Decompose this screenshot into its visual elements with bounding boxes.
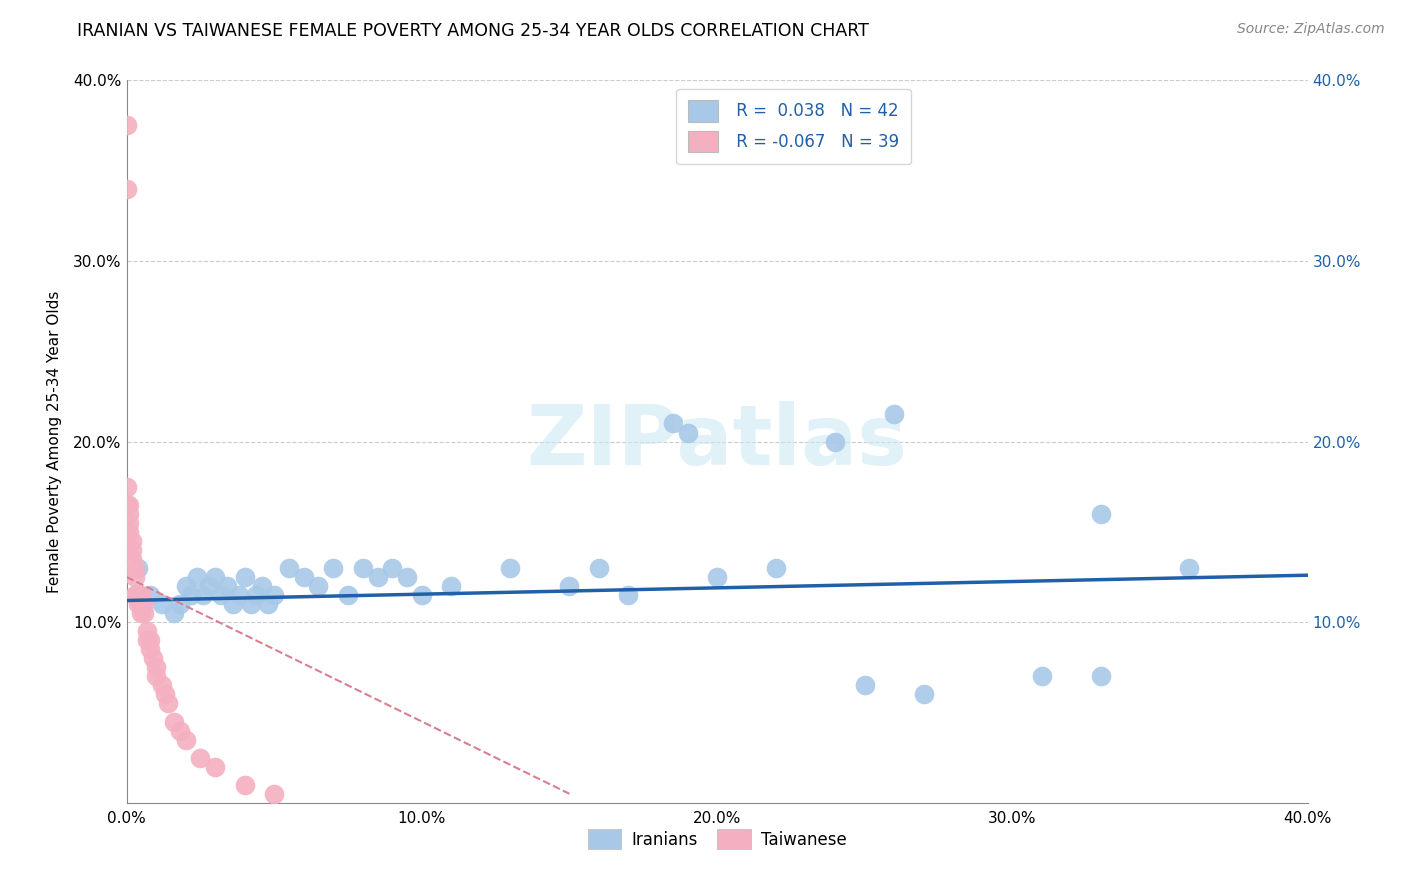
Y-axis label: Female Poverty Among 25-34 Year Olds: Female Poverty Among 25-34 Year Olds (46, 291, 62, 592)
Point (263, 787, 285, 801)
Point (883, 408, 905, 422)
Point (1090, 507, 1112, 521)
Point (228, 588, 250, 602)
Text: IRANIAN VS TAIWANESE FEMALE POVERTY AMONG 25-34 YEAR OLDS CORRELATION CHART: IRANIAN VS TAIWANESE FEMALE POVERTY AMON… (77, 22, 869, 40)
Point (169, 597, 191, 611)
Point (134, 606, 156, 620)
Point (121, 533, 143, 548)
Point (588, 561, 610, 575)
Point (118, 516, 141, 530)
Point (215, 579, 238, 593)
Point (617, 588, 640, 602)
Point (127, 588, 149, 602)
Point (239, 597, 262, 611)
Point (245, 588, 267, 602)
Point (121, 552, 143, 566)
Point (129, 606, 153, 620)
Point (150, 597, 173, 611)
Point (115, 182, 138, 196)
Point (824, 434, 846, 449)
Text: ZIPatlas: ZIPatlas (527, 401, 907, 482)
Point (337, 588, 360, 602)
Point (139, 588, 162, 602)
Point (180, 588, 202, 602)
Legend: Iranians, Taiwanese: Iranians, Taiwanese (581, 822, 853, 856)
Point (139, 642, 162, 657)
Point (121, 542, 143, 557)
Point (124, 561, 146, 575)
Point (150, 678, 173, 692)
Point (411, 588, 433, 602)
Point (233, 778, 256, 792)
Point (198, 579, 221, 593)
Point (558, 579, 581, 593)
Point (127, 561, 149, 575)
Point (145, 669, 167, 683)
Point (115, 498, 138, 512)
Point (124, 570, 146, 584)
Point (912, 687, 935, 701)
Point (129, 588, 153, 602)
Point (1090, 669, 1112, 683)
Point (222, 597, 245, 611)
Point (163, 714, 186, 729)
Point (292, 570, 315, 584)
Point (209, 588, 232, 602)
Point (145, 660, 167, 674)
Point (188, 750, 212, 764)
Point (204, 570, 226, 584)
Point (118, 524, 141, 539)
Point (1178, 561, 1201, 575)
Point (156, 697, 179, 711)
Point (124, 588, 146, 602)
Point (142, 651, 165, 665)
Point (174, 732, 197, 747)
Point (853, 678, 876, 692)
Point (308, 579, 330, 593)
Point (129, 597, 153, 611)
Point (204, 760, 226, 774)
Point (233, 570, 256, 584)
Point (127, 597, 149, 611)
Text: Source: ZipAtlas.com: Source: ZipAtlas.com (1237, 22, 1385, 37)
Point (186, 570, 208, 584)
Point (257, 597, 280, 611)
Point (676, 425, 699, 440)
Point (134, 597, 156, 611)
Point (252, 579, 274, 593)
Point (174, 579, 197, 593)
Point (124, 588, 146, 602)
Point (136, 633, 159, 648)
Point (136, 624, 159, 639)
Point (153, 687, 176, 701)
Point (278, 561, 301, 575)
Point (499, 561, 522, 575)
Point (163, 606, 186, 620)
Point (322, 561, 344, 575)
Point (381, 561, 404, 575)
Point (367, 570, 389, 584)
Point (193, 588, 215, 602)
Point (118, 498, 141, 512)
Point (1031, 669, 1053, 683)
Point (115, 480, 138, 494)
Point (765, 561, 787, 575)
Point (263, 588, 285, 602)
Point (169, 723, 191, 738)
Point (706, 570, 728, 584)
Point (115, 119, 138, 133)
Point (662, 417, 685, 431)
Point (440, 579, 463, 593)
Point (352, 561, 374, 575)
Point (139, 633, 162, 648)
Point (118, 507, 141, 521)
Point (396, 570, 419, 584)
